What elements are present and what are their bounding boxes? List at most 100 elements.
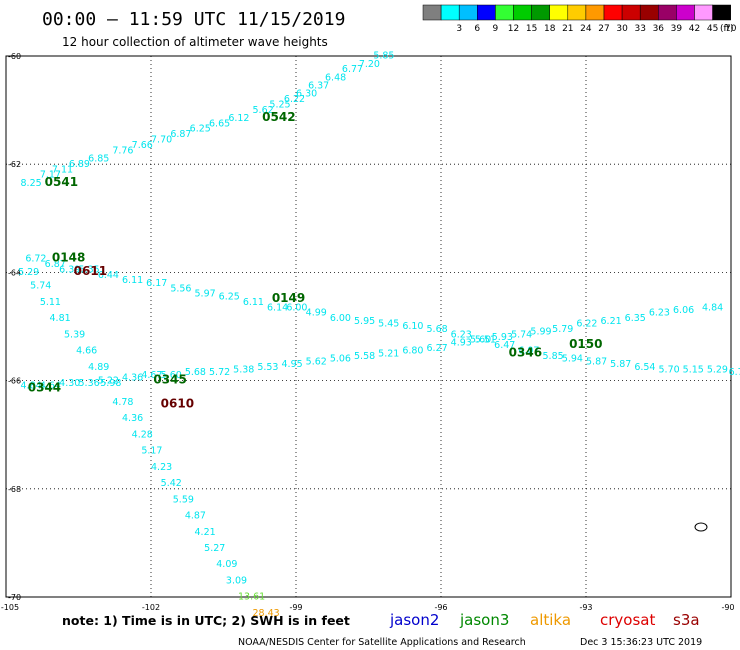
- wave-height-value: 4.67: [141, 370, 162, 381]
- wave-height-value: 7.20: [359, 59, 380, 70]
- wave-height-value: 4.23: [151, 462, 172, 473]
- wave-height-value: 5.35: [79, 264, 100, 275]
- wave-height-value: 5.42: [161, 478, 182, 489]
- legend-bin-label: 3: [456, 24, 462, 34]
- pass-time-stamp: 0345: [153, 372, 186, 386]
- legend-unit: (ft): [720, 24, 734, 34]
- wave-height-value: 5.53: [257, 362, 278, 373]
- wave-height-value: 5.15: [683, 364, 704, 375]
- satellite-altika: altika: [530, 611, 571, 629]
- latitude-label: -62: [8, 160, 21, 169]
- island-outline: [694, 522, 708, 532]
- latitude-label: -66: [8, 377, 21, 386]
- wave-height-value: 4.89: [88, 362, 109, 373]
- wave-height-value: 4.93: [451, 337, 472, 348]
- wave-height-value: 6.25: [190, 124, 211, 135]
- longitude-label: -93: [579, 603, 592, 612]
- pass-time-stamp: 0150: [569, 337, 602, 351]
- legend-bin: [639, 4, 659, 21]
- wave-height-value: 5.74: [30, 281, 51, 292]
- wave-height-value: 5.59: [173, 494, 194, 505]
- wave-height-value: 6.07: [518, 346, 539, 357]
- legend-bin-label: 36: [653, 24, 665, 34]
- wave-height-value: 6.11: [243, 297, 264, 308]
- wave-height-value: 5.51: [475, 335, 496, 346]
- wave-height-value: 6.10: [402, 321, 423, 332]
- legend-bin-label: 6: [474, 24, 480, 34]
- wave-height-value: 8.25: [21, 178, 42, 189]
- legend-bin: [621, 4, 641, 21]
- longitude-label: -102: [142, 603, 160, 612]
- legend-bin: [694, 4, 713, 21]
- wave-height-value: 4.66: [76, 346, 97, 357]
- legend-bin-label: 18: [544, 24, 556, 34]
- pass-time-stamp: 0610: [161, 397, 194, 411]
- wave-height-value: 5.38: [233, 364, 254, 375]
- wave-height-value: 5.60: [470, 335, 491, 346]
- wave-height-value: 5.87: [586, 356, 607, 367]
- wave-height-value: 4.36: [122, 413, 143, 424]
- legend-bin: [603, 4, 623, 21]
- wave-height-value: 4.30: [59, 378, 80, 389]
- wave-height-value: 5.93: [492, 332, 513, 343]
- wave-height-value: 7.70: [151, 135, 172, 146]
- wave-height-value: 6.87: [45, 259, 66, 270]
- legend-bin: [676, 4, 695, 21]
- wave-height-value: 6.35: [625, 313, 646, 324]
- wave-height-value: 6.37: [308, 80, 329, 91]
- wave-height-value: 6.47: [494, 340, 515, 351]
- wave-height-value: 4.78: [112, 397, 133, 408]
- track-t1: 8.257.177.116.896.857.767.667.706.876.25…: [21, 51, 395, 189]
- wave-height-value: 5.36: [79, 378, 100, 389]
- satellite-cryosat: cryosat: [600, 611, 655, 629]
- legend-bin: [477, 4, 496, 21]
- satellite-jason3: jason3: [459, 611, 509, 629]
- legend-bin: [458, 4, 478, 21]
- wave-height-value: 6.21: [601, 316, 622, 327]
- wave-height-value: 6.00: [330, 313, 351, 324]
- wave-height-value: 7.66: [132, 140, 153, 151]
- wave-height-value: 5.97: [195, 289, 216, 300]
- wave-height-value: 3.09: [226, 575, 247, 586]
- wave-height-value: 5.85: [543, 351, 564, 362]
- wave-height-value: 6.72: [25, 254, 46, 265]
- chart-title: 00:00 – 11:59 UTC 11/15/2019: [42, 9, 345, 30]
- wave-height-value: 5.21: [378, 348, 399, 359]
- legend-bin: [531, 4, 550, 21]
- wave-height-value: 5.29: [707, 364, 728, 375]
- legend-bin: [712, 4, 731, 21]
- wave-height-value: 5.25: [269, 99, 290, 110]
- altimeter-tracks: 8.257.177.116.896.857.767.667.706.876.25…: [18, 51, 740, 619]
- wave-height-value: 5.29: [18, 267, 39, 278]
- legend-bin-label: 42: [689, 24, 700, 34]
- legend-bin: [658, 4, 677, 21]
- wave-height-value: 5.58: [354, 351, 375, 362]
- longitude-label: -99: [289, 603, 302, 612]
- footer-note: note: 1) Time is in UTC; 2) SWH is in fe…: [62, 613, 350, 628]
- wave-height-value: 5.62: [253, 105, 274, 116]
- wave-height-value: 7.11: [52, 164, 73, 175]
- legend-bin-label: 24: [580, 24, 592, 34]
- pass-time-stamp: 0541: [45, 175, 78, 189]
- wave-height-value: 6.00: [286, 302, 307, 313]
- wave-height-value: 4.36: [122, 373, 143, 384]
- wave-height-value: 5.87: [610, 359, 631, 370]
- wave-height-value: 5.72: [209, 367, 230, 378]
- wave-height-value: 4.84: [21, 381, 42, 392]
- wave-height-value: 13.61: [238, 592, 265, 603]
- wave-height-value: 6.11: [122, 275, 143, 286]
- wave-height-value: 5.79: [552, 324, 573, 335]
- wave-height-value: 5.94: [562, 354, 583, 365]
- legend-bin: [440, 4, 460, 21]
- satellite-jason2: jason2: [389, 611, 439, 629]
- wave-height-value: 6.14: [267, 302, 288, 313]
- wave-height-value: 6.89: [69, 159, 90, 170]
- wave-height-value: 4.87: [185, 511, 206, 522]
- wave-height-value: 6.65: [209, 118, 230, 129]
- wave-height-value: 6.77: [342, 64, 363, 75]
- wave-height-value: 5.39: [64, 329, 85, 340]
- footer-timestamp: Dec 3 15:36:23 UTC 2019: [580, 637, 702, 648]
- latitude-label: -64: [8, 268, 21, 277]
- wave-height-value: 4.99: [306, 308, 327, 319]
- wave-height-value: 6.12: [228, 113, 249, 124]
